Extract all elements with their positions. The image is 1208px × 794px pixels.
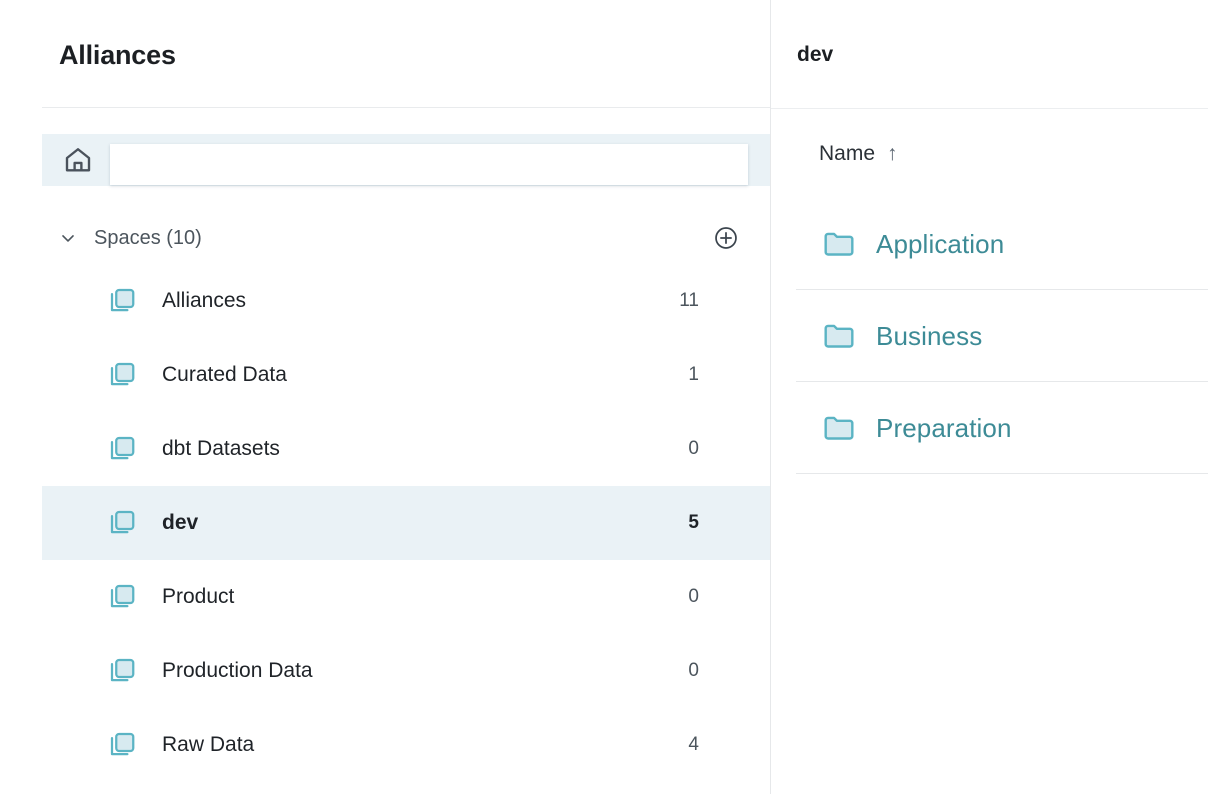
column-header-name[interactable]: Name ↑ (771, 109, 1208, 198)
spaces-stack-icon (106, 506, 140, 540)
panel-header-divider (42, 107, 770, 108)
breadcrumb-search-input[interactable] (110, 144, 748, 185)
home-icon[interactable] (61, 143, 95, 177)
folder-icon (820, 317, 858, 355)
space-name: Product (162, 585, 235, 608)
space-name: Curated Data (162, 363, 287, 386)
spaces-stack-icon (106, 580, 140, 614)
table-row[interactable]: Business (796, 290, 1208, 382)
space-name: dbt Datasets (162, 437, 280, 460)
space-count: 0 (688, 438, 699, 459)
list-item[interactable]: Product 0 (42, 560, 770, 634)
space-name: Alliances (162, 289, 247, 312)
spaces-stack-icon (106, 432, 140, 466)
spaces-section-label: Spaces (10) (94, 227, 202, 249)
space-count: 5 (688, 512, 699, 533)
folder-icon (820, 409, 858, 447)
table-row[interactable]: Application (796, 198, 1208, 290)
spaces-stack-icon (106, 654, 140, 688)
spaces-stack-icon (106, 728, 140, 762)
space-name: dev (162, 511, 199, 534)
list-item[interactable]: Production Data 0 (42, 634, 770, 708)
list-item[interactable]: Alliances 11 (42, 264, 770, 338)
spaces-panel: Alliances Spaces (10) (42, 0, 771, 794)
spaces-stack-icon (106, 284, 140, 318)
space-count: 1 (688, 364, 699, 385)
list-item[interactable]: Curated Data 1 (42, 338, 770, 412)
list-item[interactable]: dbt Datasets 0 (42, 412, 770, 486)
page-title: Alliances (59, 40, 176, 70)
folder-icon (820, 225, 858, 263)
folder-name[interactable]: Application (876, 228, 1005, 259)
folder-list: Application Business Preparation (771, 198, 1208, 474)
space-name: Production Data (162, 659, 313, 682)
plus-circle-icon[interactable] (712, 224, 740, 252)
spaces-section-header[interactable]: Spaces (10) (42, 214, 770, 262)
list-item-selected[interactable]: dev 5 (42, 486, 770, 560)
chevron-down-icon[interactable] (56, 226, 80, 250)
folder-name[interactable]: Business (876, 320, 983, 351)
space-count: 0 (688, 660, 699, 681)
list-item[interactable]: Raw Data 4 (42, 708, 770, 782)
space-count: 4 (688, 734, 699, 755)
space-name: Raw Data (162, 733, 255, 756)
current-space-title: dev (797, 43, 834, 66)
spaces-list: Alliances 11 Curated Data 1 (42, 264, 770, 782)
sort-ascending-icon[interactable]: ↑ (887, 141, 898, 165)
folder-name[interactable]: Preparation (876, 412, 1012, 443)
folder-contents-panel: dev Name ↑ Application (771, 0, 1208, 794)
right-header-divider (771, 108, 1208, 109)
column-header-label: Name (819, 141, 876, 165)
spaces-stack-icon (106, 358, 140, 392)
space-count: 11 (679, 290, 699, 311)
table-row[interactable]: Preparation (796, 382, 1208, 474)
space-count: 0 (688, 586, 699, 607)
